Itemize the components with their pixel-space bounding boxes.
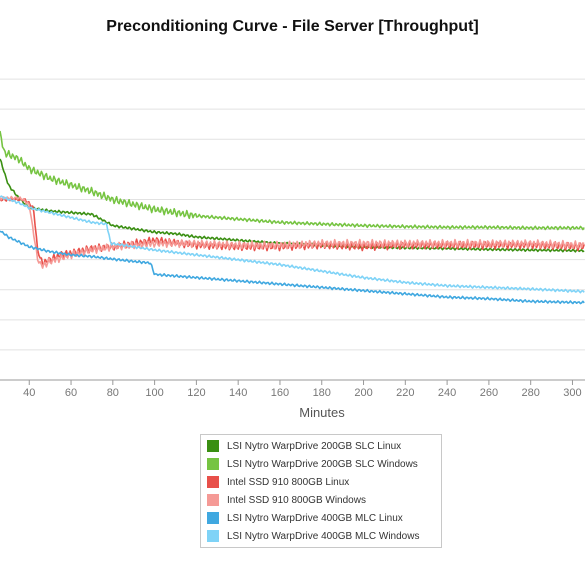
x-tick-label: 280	[521, 387, 539, 399]
legend-item: LSI Nytro WarpDrive 400GB MLC Linux	[201, 509, 441, 527]
gridlines	[0, 78, 585, 381]
x-tick-label: 240	[438, 387, 456, 399]
series-line	[0, 195, 585, 269]
x-tick-label: 220	[396, 387, 414, 399]
legend-label: LSI Nytro WarpDrive 400GB MLC Linux	[227, 512, 403, 524]
x-tick-label: 120	[187, 387, 205, 399]
legend-item: Intel SSD 910 800GB Linux	[201, 473, 441, 491]
legend-swatch	[207, 476, 219, 488]
legend-swatch	[207, 512, 219, 524]
legend-item: LSI Nytro WarpDrive 200GB SLC Linux	[201, 437, 441, 455]
x-tick-label: 300	[563, 387, 581, 399]
legend-label: Intel SSD 910 800GB Windows	[227, 494, 366, 506]
x-tick-label: 140	[229, 387, 247, 399]
legend-label: LSI Nytro WarpDrive 200GB SLC Windows	[227, 458, 418, 470]
series-line	[0, 130, 585, 231]
legend: LSI Nytro WarpDrive 200GB SLC Linux LSI N…	[200, 434, 442, 548]
legend-swatch	[207, 458, 219, 470]
chart-title: Preconditioning Curve - File Server [Thr…	[106, 18, 479, 35]
x-tick-label: 160	[271, 387, 289, 399]
x-tick-label: 200	[354, 387, 372, 399]
x-tick-label: 100	[145, 387, 163, 399]
legend-label: Intel SSD 910 800GB Linux	[227, 476, 350, 488]
x-tick-label: 80	[107, 387, 119, 399]
x-tick-label: 180	[313, 387, 331, 399]
legend-swatch	[207, 494, 219, 506]
legend-item: Intel SSD 910 800GB Windows	[201, 491, 441, 509]
series-lines	[0, 130, 585, 305]
series-line	[0, 230, 585, 305]
x-tick-label: 260	[480, 387, 498, 399]
legend-swatch	[207, 440, 219, 452]
x-axis-title: Minutes	[299, 405, 345, 420]
x-axis-ticks: 40 60 80 100 120 140 160 180 200 220 240 260 280 300	[23, 380, 582, 399]
legend-item: LSI Nytro WarpDrive 400GB MLC Windows	[201, 527, 441, 545]
legend-label: LSI Nytro WarpDrive 200GB SLC Linux	[227, 440, 402, 452]
series-line	[0, 197, 585, 266]
series-line	[0, 158, 585, 253]
x-tick-label: 60	[65, 387, 77, 399]
x-tick-label: 40	[23, 387, 35, 399]
legend-label: LSI Nytro WarpDrive 400GB MLC Windows	[227, 530, 420, 542]
series-line	[0, 195, 585, 294]
legend-swatch	[207, 530, 219, 542]
legend-item: LSI Nytro WarpDrive 200GB SLC Windows	[201, 455, 441, 473]
